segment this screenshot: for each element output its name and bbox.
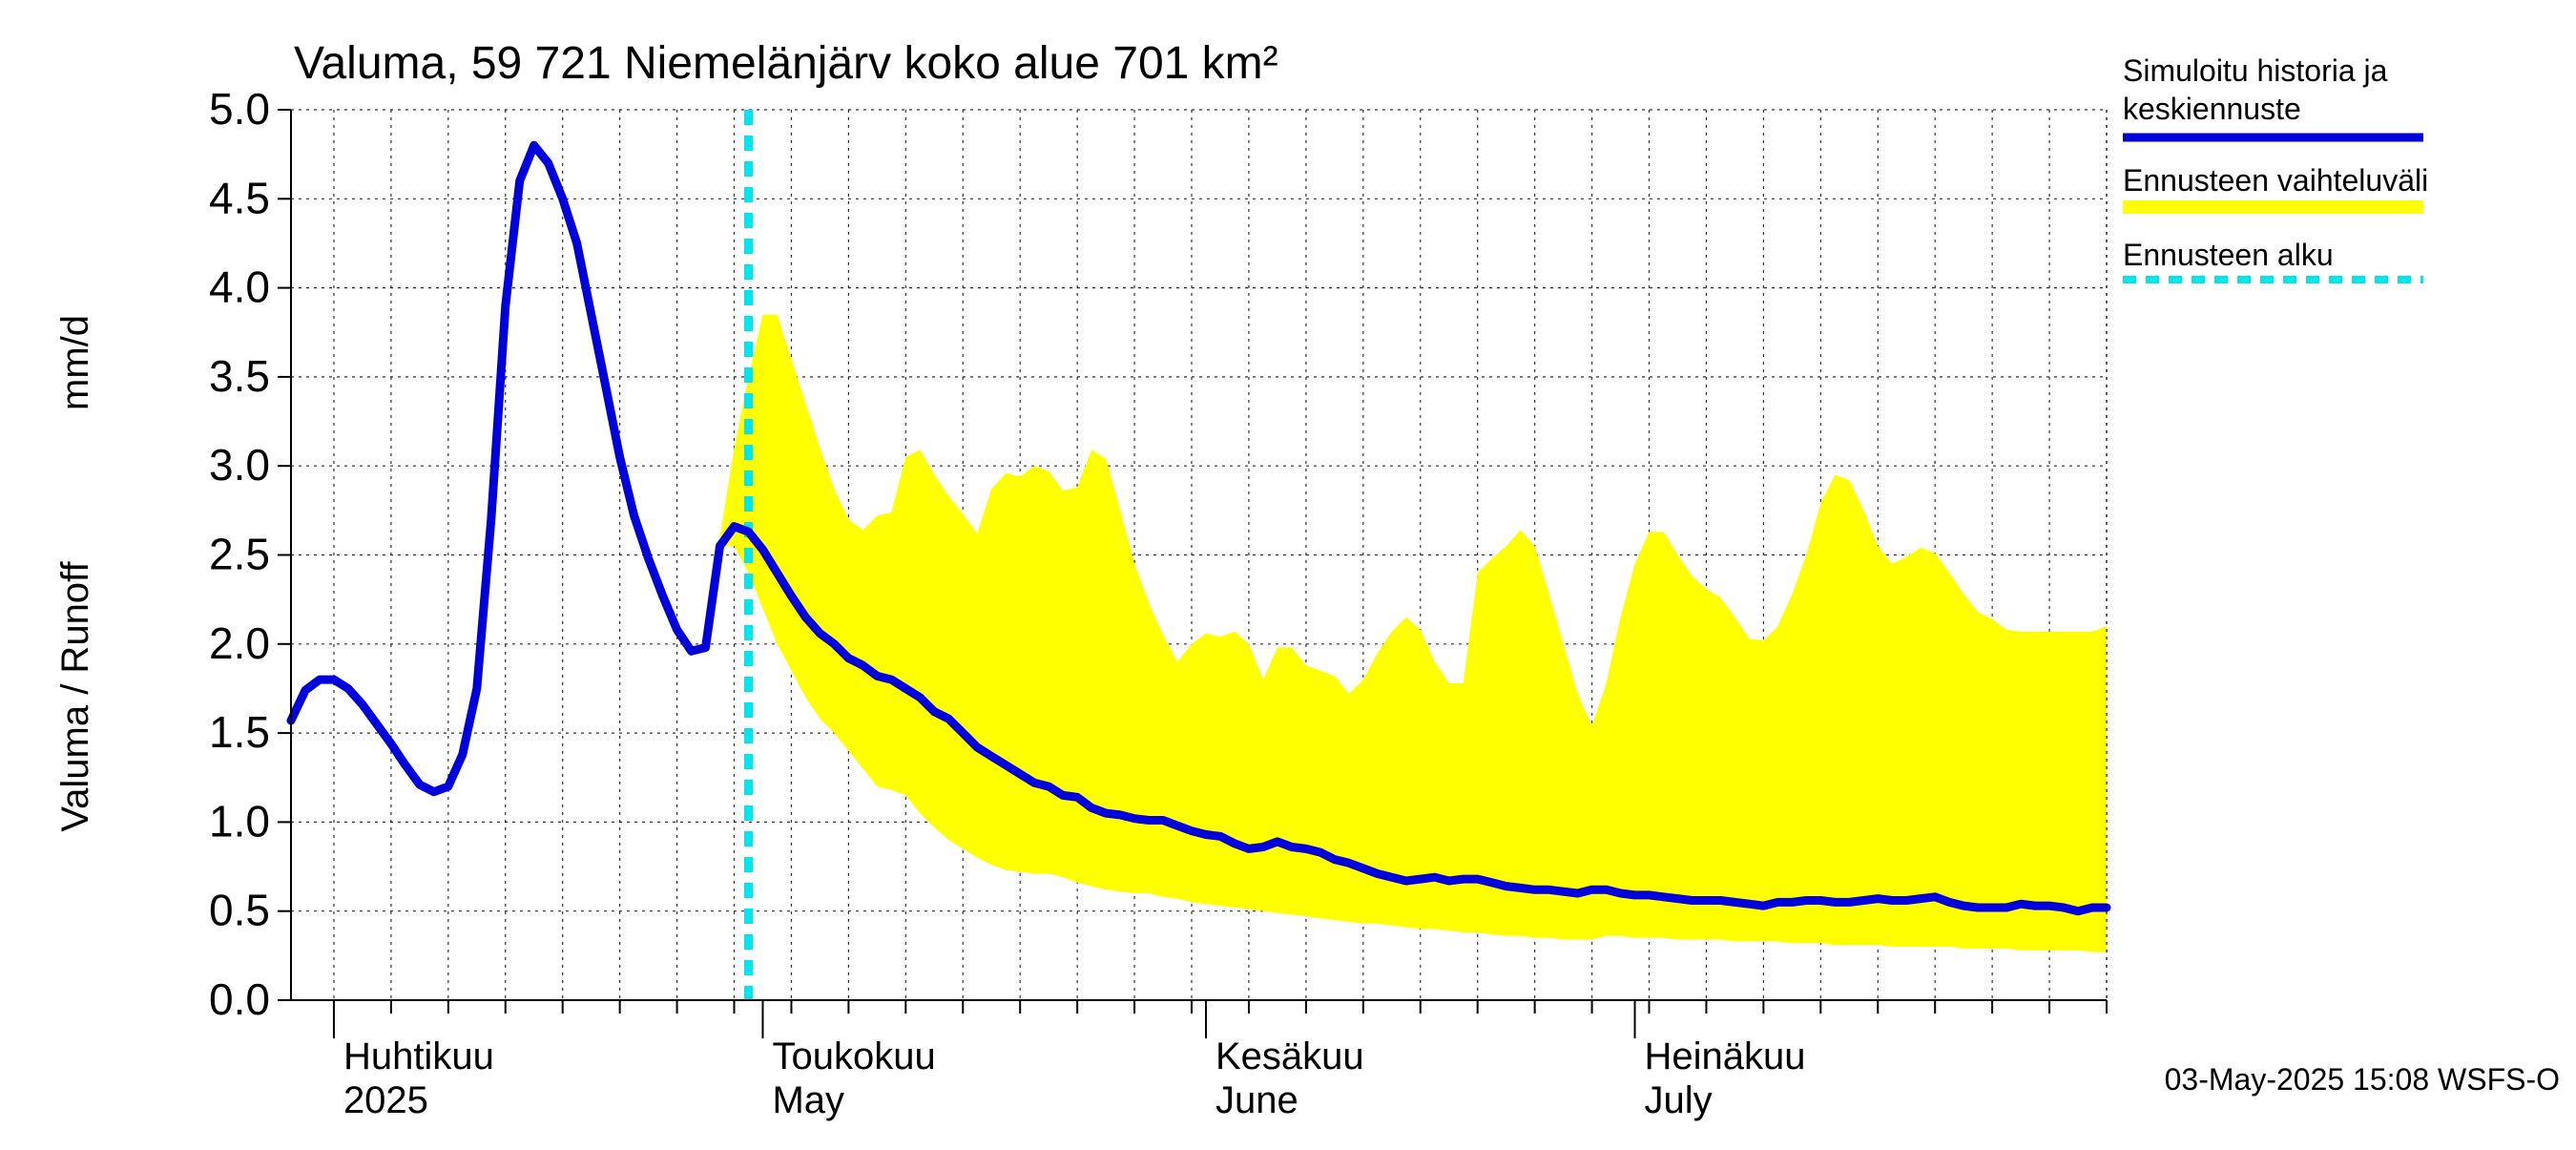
legend-label: Ennusteen vaihteluväli (2123, 163, 2428, 198)
month-sublabel: 2025 (343, 1079, 428, 1121)
y-tick-label: 5.0 (209, 84, 270, 134)
timestamp-footer: 03-May-2025 15:08 WSFS-O (2165, 1062, 2560, 1097)
month-sublabel: July (1645, 1079, 1713, 1121)
chart-title: Valuma, 59 721 Niemelänjärv koko alue 70… (294, 38, 1278, 89)
y-tick-label: 2.5 (209, 530, 270, 579)
y-tick-label: 2.0 (209, 618, 270, 668)
runoff-line (286, 140, 2111, 916)
y-axis-unit-label: mm/d (54, 315, 96, 410)
y-tick-label: 3.5 (209, 351, 270, 401)
legend-label: Simuloitu historia ja (2123, 53, 2388, 88)
month-label: Huhtikuu (343, 1035, 494, 1077)
y-tick-label: 0.0 (209, 974, 270, 1024)
y-tick-label: 4.0 (209, 262, 270, 312)
y-axis-label: Valuma / Runoff (54, 561, 96, 832)
y-tick-label: 4.5 (209, 173, 270, 222)
month-sublabel: May (772, 1079, 844, 1121)
y-tick-label: 0.5 (209, 886, 270, 935)
x-tick-marks (332, 1000, 2108, 1038)
y-tick-labels: 0.0 0.5 1.0 1.5 2.0 2.5 3.0 3.5 4.0 4.5 5.0 (209, 84, 270, 1024)
month-sublabel: June (1215, 1079, 1298, 1121)
series-lines (286, 140, 2111, 916)
month-label: Kesäkuu (1215, 1035, 1364, 1077)
month-label: Heinäkuu (1645, 1035, 1806, 1077)
chart-legend: Simuloitu historia ja keskiennuste Ennuste… (2123, 53, 2428, 283)
y-tick-label: 1.5 (209, 707, 270, 757)
legend-swatch-band (2123, 200, 2423, 214)
plot-axes (278, 109, 2108, 1001)
legend-label: keskiennuste (2123, 92, 2301, 126)
legend-label: Ennusteen alku (2123, 238, 2334, 272)
month-label: Toukokuu (772, 1035, 935, 1077)
y-tick-label: 3.0 (209, 440, 270, 490)
y-tick-label: 1.0 (209, 796, 270, 846)
